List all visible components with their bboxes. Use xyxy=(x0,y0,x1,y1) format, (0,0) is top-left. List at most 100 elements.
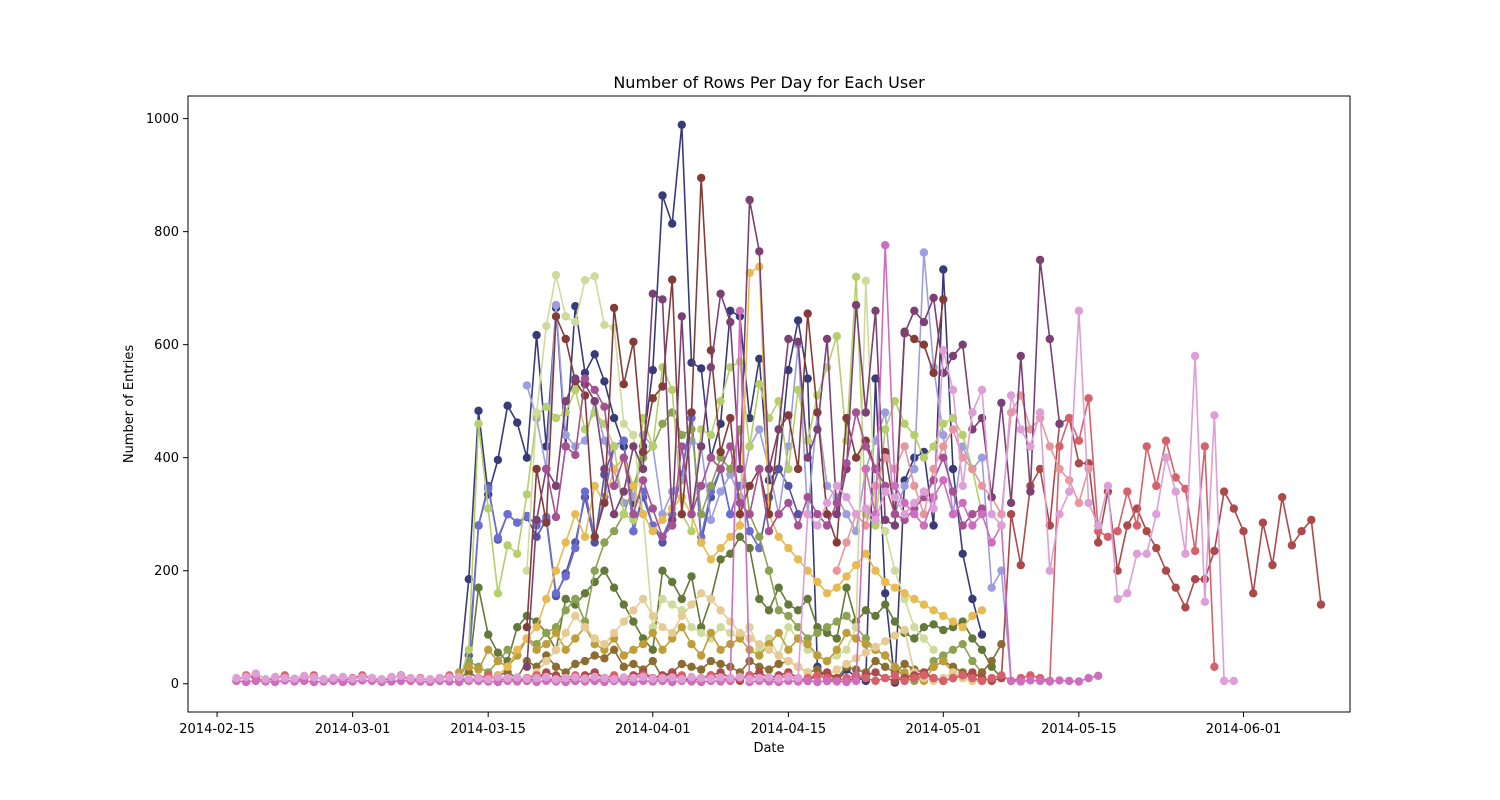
data-point xyxy=(697,481,706,491)
data-point xyxy=(454,672,464,682)
data-point xyxy=(300,671,309,680)
data-point xyxy=(542,672,551,682)
data-point xyxy=(600,464,609,474)
data-point xyxy=(648,611,657,621)
data-point xyxy=(493,648,503,657)
data-point xyxy=(251,676,260,686)
data-point xyxy=(977,385,987,395)
data-point xyxy=(706,555,716,564)
data-point xyxy=(551,413,561,423)
data-point xyxy=(726,413,735,423)
data-point xyxy=(648,504,657,513)
data-point xyxy=(929,293,938,302)
data-point xyxy=(900,329,909,338)
data-point xyxy=(987,673,996,683)
data-point xyxy=(910,306,919,315)
data-point xyxy=(677,510,686,519)
data-point xyxy=(425,675,435,684)
data-point xyxy=(609,527,619,536)
data-point xyxy=(1200,442,1210,451)
data-point xyxy=(697,651,706,660)
data-point xyxy=(900,442,909,451)
data-point xyxy=(832,677,841,686)
data-point xyxy=(764,464,774,474)
data-point xyxy=(658,673,667,683)
data-point xyxy=(338,672,348,682)
data-point xyxy=(658,594,667,604)
y-tick-label: 0 xyxy=(171,677,179,692)
data-point xyxy=(822,510,832,519)
data-point xyxy=(919,600,929,609)
data-point xyxy=(997,521,1006,530)
data-point xyxy=(638,510,648,519)
data-point xyxy=(677,594,686,604)
data-point xyxy=(1210,546,1219,556)
data-point xyxy=(890,397,900,406)
data-point xyxy=(697,173,706,183)
data-point xyxy=(939,430,948,440)
data-point xyxy=(977,676,987,686)
data-point xyxy=(948,385,958,395)
data-point xyxy=(987,510,996,519)
data-point xyxy=(600,654,609,663)
data-point xyxy=(890,521,900,530)
data-point xyxy=(948,487,958,496)
data-point xyxy=(571,634,580,643)
data-point xyxy=(774,651,783,660)
data-point xyxy=(871,481,880,491)
data-point xyxy=(697,665,706,674)
data-point xyxy=(968,464,977,474)
data-point xyxy=(813,408,822,417)
data-point xyxy=(726,640,735,649)
data-point xyxy=(735,521,745,530)
data-point xyxy=(1026,487,1035,496)
data-point xyxy=(668,628,677,638)
data-point xyxy=(755,651,764,660)
data-point xyxy=(609,413,619,423)
data-point xyxy=(474,673,483,683)
data-point xyxy=(1161,453,1171,462)
data-point xyxy=(813,521,822,530)
data-point xyxy=(1006,510,1016,519)
data-point xyxy=(755,247,764,256)
data-point xyxy=(571,385,580,395)
data-point xyxy=(668,600,677,609)
data-point xyxy=(735,306,745,315)
data-point xyxy=(813,628,822,638)
data-point xyxy=(803,374,812,383)
data-point xyxy=(668,487,677,496)
data-point xyxy=(851,654,861,663)
data-point xyxy=(900,659,909,669)
data-point xyxy=(948,510,958,519)
y-tick-label: 1000 xyxy=(146,112,179,127)
data-point xyxy=(784,365,793,375)
data-point xyxy=(890,566,900,575)
data-point xyxy=(793,673,803,683)
data-point xyxy=(735,464,745,474)
data-point xyxy=(832,583,841,592)
data-point xyxy=(571,450,580,460)
data-point xyxy=(677,611,686,621)
data-point xyxy=(784,645,793,654)
data-point xyxy=(813,677,822,687)
data-point xyxy=(774,606,783,615)
data-point xyxy=(609,645,619,654)
data-point xyxy=(416,674,425,683)
data-point xyxy=(726,510,735,519)
data-point xyxy=(619,453,628,462)
data-point xyxy=(861,504,870,513)
data-point xyxy=(493,589,503,598)
series-18 xyxy=(542,374,987,541)
data-point xyxy=(1045,566,1055,575)
data-point xyxy=(609,675,619,684)
data-point xyxy=(474,583,483,592)
data-point xyxy=(658,515,667,525)
data-point xyxy=(764,606,774,615)
x-tick-label: 2014-03-15 xyxy=(450,722,526,737)
data-point xyxy=(619,487,628,496)
data-point xyxy=(687,640,696,649)
data-point xyxy=(580,487,590,496)
data-point xyxy=(464,645,473,654)
data-point xyxy=(648,527,657,536)
data-point xyxy=(1161,436,1171,445)
